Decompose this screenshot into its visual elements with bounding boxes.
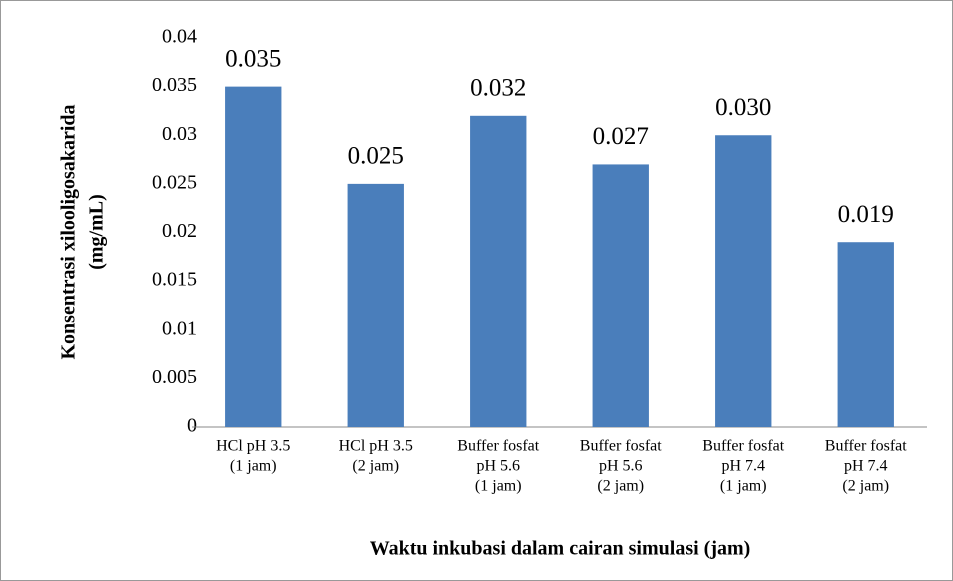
y-tick-label: 0.035 (152, 74, 197, 96)
x-tick-label: HCl pH 3.5 (216, 438, 290, 455)
y-tick-label: 0.025 (152, 171, 197, 193)
x-axis-label: Waktu inkubasi dalam cairan simulasi (ja… (370, 538, 751, 560)
y-axis-label: (mg/mL) (86, 194, 108, 270)
y-tick-label: 0 (187, 415, 197, 437)
x-tick-label: pH 5.6 (599, 458, 643, 475)
value-label: 0.019 (838, 201, 894, 228)
value-label: 0.032 (470, 75, 526, 102)
value-label: 0.025 (348, 143, 404, 170)
y-tick-label: 0.03 (162, 123, 197, 145)
x-tick-label: (1 jam) (475, 478, 522, 495)
value-label: 0.027 (593, 123, 649, 150)
x-tick-label: Buffer fosfat (457, 438, 539, 455)
bar (837, 242, 894, 427)
x-tick-label: (2 jam) (352, 458, 399, 475)
x-tick-label: Buffer fosfat (580, 438, 662, 455)
x-tick-label: Buffer fosfat (825, 438, 907, 455)
x-tick-label: (1 jam) (230, 458, 277, 475)
x-tick-label: (1 jam) (720, 478, 767, 495)
bar (347, 183, 404, 427)
y-tick-label: 0.005 (152, 366, 197, 388)
y-tick-label: 0.04 (162, 26, 197, 48)
x-tick-label: (2 jam) (597, 478, 644, 495)
bar (225, 86, 282, 427)
x-tick-label: pH 7.4 (721, 458, 765, 475)
x-tick-label: Buffer fosfat (702, 438, 784, 455)
bar (470, 115, 527, 428)
bar (715, 135, 772, 427)
x-tick-label: pH 7.4 (844, 458, 888, 475)
y-tick-label: 0.015 (152, 269, 197, 291)
y-tick-label: 0.01 (162, 317, 197, 339)
x-tick-label: (2 jam) (842, 478, 889, 495)
x-tick-label: pH 5.6 (476, 458, 520, 475)
value-label: 0.030 (715, 94, 771, 121)
x-tick-label: HCl pH 3.5 (339, 438, 413, 455)
y-axis-label: Konsentrasi xilooligosakarida (58, 104, 80, 359)
bar (592, 164, 649, 428)
value-label: 0.035 (225, 45, 281, 72)
y-tick-label: 0.02 (162, 220, 197, 242)
